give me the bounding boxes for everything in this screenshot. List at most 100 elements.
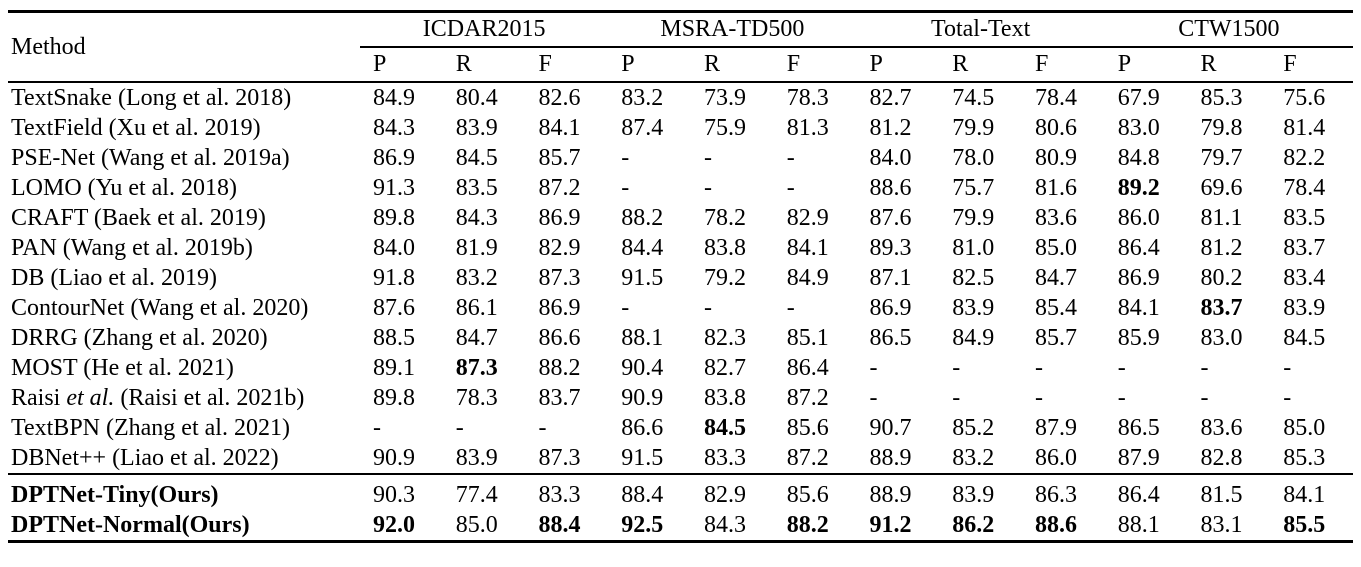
value-cell: 75.6 xyxy=(1283,84,1326,111)
value-cell: 86.0 xyxy=(1117,204,1160,231)
metric-header-p: P xyxy=(360,47,443,83)
value-cell: 87.4 xyxy=(621,114,664,141)
value-cell: 83.6 xyxy=(1200,414,1243,441)
metric-header-f: F xyxy=(1022,47,1105,83)
value-cell: - xyxy=(621,174,630,201)
value-cell: 92.5 xyxy=(621,511,664,538)
value-cell: 84.7 xyxy=(1035,264,1077,291)
value-cell: - xyxy=(1035,354,1043,381)
metric-header-f: F xyxy=(525,47,609,83)
value-cell: 87.1 xyxy=(869,264,912,291)
value-cell: 83.7 xyxy=(1200,294,1243,321)
value-cell: 89.8 xyxy=(373,204,415,231)
table-row: TextBPN (Zhang et al. 2021) - - - 86.6 84.5 85… xyxy=(8,413,1353,443)
value-cell: 78.0 xyxy=(952,144,995,171)
value-cell: 84.3 xyxy=(373,114,415,141)
value-cell: 83.2 xyxy=(952,444,995,471)
value-cell: 81.0 xyxy=(952,234,995,261)
value-cell: 75.9 xyxy=(704,114,746,141)
value-cell: - xyxy=(1117,384,1126,411)
value-cell: 83.3 xyxy=(704,444,746,471)
value-cell: 85.5 xyxy=(1283,511,1326,538)
value-cell: 88.9 xyxy=(869,444,912,471)
value-cell: 81.2 xyxy=(869,114,912,141)
value-cell: - xyxy=(704,174,712,201)
value-cell: - xyxy=(786,174,795,201)
value-cell: 69.6 xyxy=(1200,174,1243,201)
value-cell: 85.0 xyxy=(1283,414,1326,441)
value-cell: 87.9 xyxy=(1035,414,1077,441)
method-name-part: (Raisi et al. 2021b) xyxy=(114,384,305,411)
table-row: MOST (He et al. 2021) 89.1 87.3 88.2 90.4 82.… xyxy=(8,353,1353,383)
value-cell: 89.2 xyxy=(1117,174,1160,201)
metric-header-p: P xyxy=(608,47,691,83)
value-cell: 89.8 xyxy=(373,384,415,411)
value-cell: 79.7 xyxy=(1200,144,1243,171)
value-cell: 83.9 xyxy=(952,294,995,321)
method-cell: DPTNet-Tiny(Ours) xyxy=(8,473,360,510)
metric-header-r: R xyxy=(442,47,526,83)
value-cell: 87.6 xyxy=(869,204,912,231)
value-cell: 86.5 xyxy=(869,324,912,351)
value-cell: 85.6 xyxy=(786,414,829,441)
value-cell: - xyxy=(786,144,795,171)
method-cell: ContourNet (Wang et al. 2020) xyxy=(11,294,309,321)
metric-header-r: R xyxy=(691,47,774,83)
value-cell: 83.7 xyxy=(538,384,581,411)
value-cell: 86.3 xyxy=(1022,473,1105,510)
value-cell: 87.2 xyxy=(786,444,829,471)
value-cell: 83.8 xyxy=(704,384,746,411)
table-row: TextField (Xu et al. 2019) 84.3 83.9 84.1 87… xyxy=(8,113,1353,143)
value-cell: 85.7 xyxy=(538,144,581,171)
value-cell: 82.7 xyxy=(869,84,912,111)
value-cell: 88.6 xyxy=(869,174,912,201)
value-cell: 88.6 xyxy=(1035,511,1077,538)
value-cell: 84.4 xyxy=(621,234,664,261)
value-cell: 81.3 xyxy=(786,114,829,141)
value-cell: 83.5 xyxy=(1283,204,1326,231)
value-cell: 80.9 xyxy=(1035,144,1077,171)
value-cell: 81.6 xyxy=(1035,174,1077,201)
group-header-ctw1500: CTW1500 xyxy=(1104,11,1353,48)
value-cell: 82.8 xyxy=(1200,444,1243,471)
value-cell: 75.7 xyxy=(952,174,995,201)
value-cell: 77.4 xyxy=(442,473,526,510)
table-row: TextSnake (Long et al. 2018) 84.9 80.4 82.6… xyxy=(8,82,1353,113)
value-cell: 81.2 xyxy=(1200,234,1243,261)
value-cell: 88.4 xyxy=(608,473,691,510)
group-header-icdar2015: ICDAR2015 xyxy=(360,11,609,48)
value-cell: 86.2 xyxy=(952,511,995,538)
table-row: DB (Liao et al. 2019) 91.8 83.2 87.3 91.5 79.… xyxy=(8,263,1353,293)
value-cell: - xyxy=(1200,384,1209,411)
table-row: CRAFT (Baek et al. 2019) 89.8 84.3 86.9 88.2… xyxy=(8,203,1353,233)
value-cell: 88.2 xyxy=(786,511,829,538)
results-table: Method ICDAR2015 MSRA-TD500 Total-Text CTW15… xyxy=(8,10,1353,543)
value-cell: 88.9 xyxy=(856,473,940,510)
value-cell: 84.8 xyxy=(1117,144,1160,171)
value-cell: 78.3 xyxy=(455,384,498,411)
value-cell: 86.9 xyxy=(373,144,415,171)
method-cell: DBNet++ (Liao et al. 2022) xyxy=(11,444,279,471)
value-cell: 88.4 xyxy=(538,511,581,538)
value-cell: 85.7 xyxy=(1035,324,1077,351)
method-cell: DRRG (Zhang et al. 2020) xyxy=(11,324,268,351)
value-cell: 90.9 xyxy=(621,384,664,411)
value-cell: 90.4 xyxy=(621,354,664,381)
value-cell: 81.9 xyxy=(455,234,498,261)
value-cell: 87.3 xyxy=(538,444,581,471)
value-cell: 90.9 xyxy=(373,444,415,471)
method-cell: DPTNet-Normal(Ours) xyxy=(11,511,250,538)
method-cell: CRAFT (Baek et al. 2019) xyxy=(11,204,266,231)
value-cell: 82.5 xyxy=(952,264,995,291)
value-cell: 82.9 xyxy=(538,234,581,261)
value-cell: - xyxy=(1283,354,1292,381)
value-cell: 89.1 xyxy=(373,354,415,381)
value-cell: 85.6 xyxy=(773,473,857,510)
value-cell: 83.4 xyxy=(1283,264,1326,291)
value-cell: 83.9 xyxy=(939,473,1022,510)
value-cell: - xyxy=(621,294,630,321)
method-cell: PAN (Wang et al. 2019b) xyxy=(11,234,253,261)
value-cell: 81.5 xyxy=(1187,473,1271,510)
value-cell: 84.1 xyxy=(1270,473,1353,510)
value-cell: 86.4 xyxy=(1117,234,1160,261)
